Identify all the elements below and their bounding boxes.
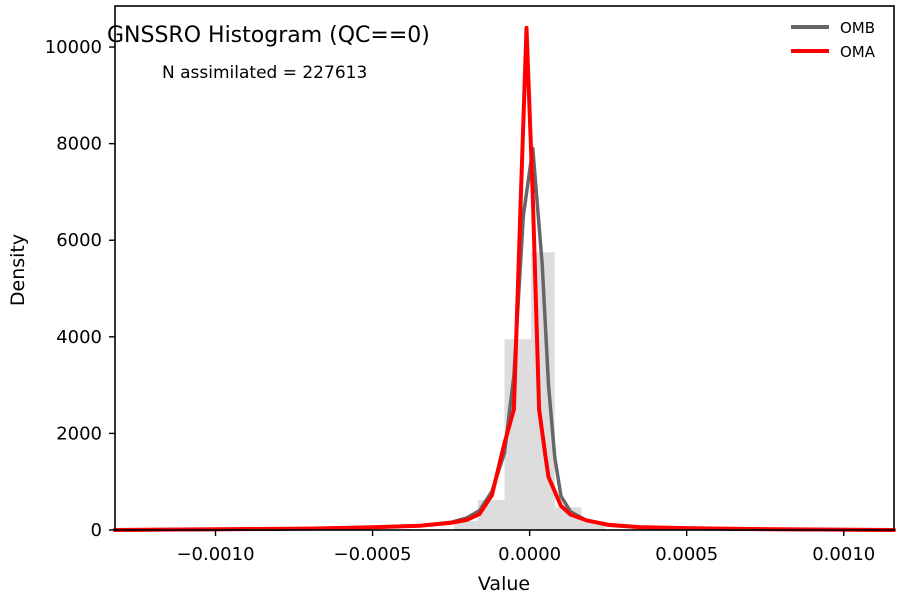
x-tick-label: 0.0005 (655, 544, 718, 565)
y-tick-label: 4000 (56, 327, 102, 348)
histogram-bar (581, 521, 606, 530)
x-axis-ticks: −0.0010 −0.0005 0.0000 0.0005 0.0010 (176, 530, 875, 565)
y-tick-label: 0 (91, 520, 102, 541)
chart-annotation: N assimilated = 227613 (162, 63, 367, 83)
x-tick-label: 0.0000 (498, 544, 561, 565)
x-tick-label: 0.0010 (812, 544, 875, 565)
y-axis-label: Density (7, 234, 29, 306)
y-tick-label: 2000 (56, 423, 102, 444)
series-lines (113, 25, 896, 532)
y-tick-label: 10000 (45, 37, 102, 58)
x-tick-label: −0.0005 (334, 544, 412, 565)
y-tick-label: 6000 (56, 230, 102, 251)
legend-label-omb: OMB (840, 19, 875, 37)
series-line-oma (113, 25, 896, 532)
histogram-bar (454, 520, 478, 530)
x-axis-label: Value (478, 573, 530, 595)
x-tick-label: −0.0010 (176, 544, 254, 565)
y-tick-label: 8000 (56, 134, 102, 155)
legend-label-oma: OMA (840, 43, 876, 61)
plot-frame (114, 5, 895, 531)
legend: OMB OMA (791, 19, 876, 61)
chart-title: GNSSRO Histogram (QC==0) (107, 23, 430, 48)
y-axis-ticks: 0 2000 4000 6000 8000 10000 (45, 37, 115, 541)
histogram-bar (504, 339, 532, 530)
